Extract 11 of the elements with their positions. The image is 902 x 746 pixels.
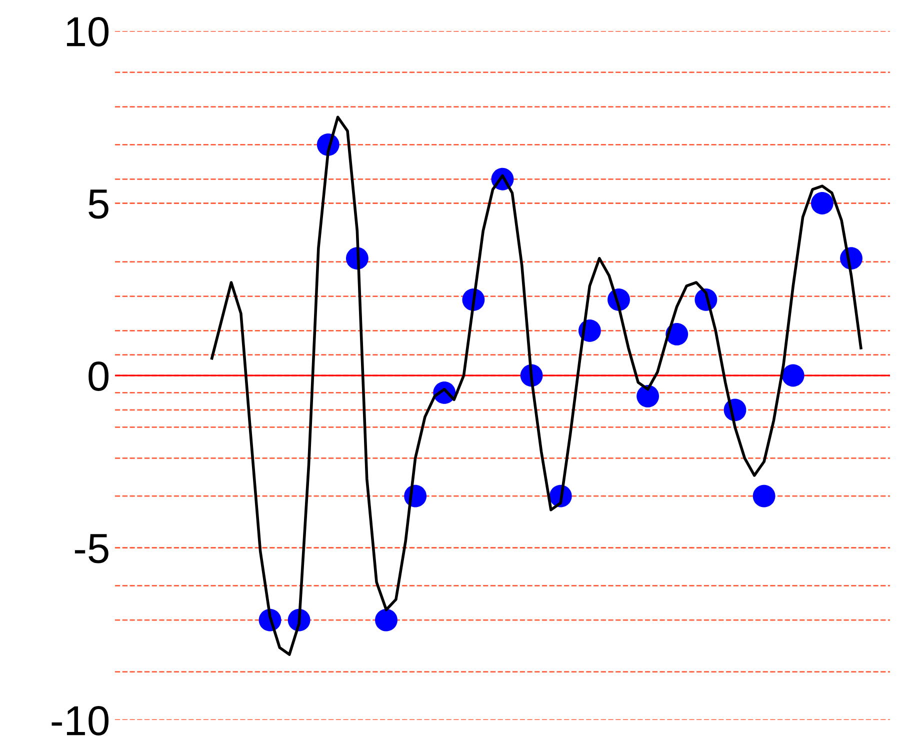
y-tick-label: 0 — [88, 362, 109, 392]
y-tick-label: 5 — [88, 190, 108, 219]
point — [810, 192, 834, 214]
line-series — [210, 116, 862, 656]
y-tick-label: -5 — [74, 534, 108, 564]
y-tick-label: 10 — [66, 17, 109, 47]
point — [752, 484, 776, 508]
point — [636, 384, 660, 408]
point — [782, 364, 804, 387]
y-tick-label: -10 — [52, 706, 109, 736]
point — [375, 608, 398, 632]
